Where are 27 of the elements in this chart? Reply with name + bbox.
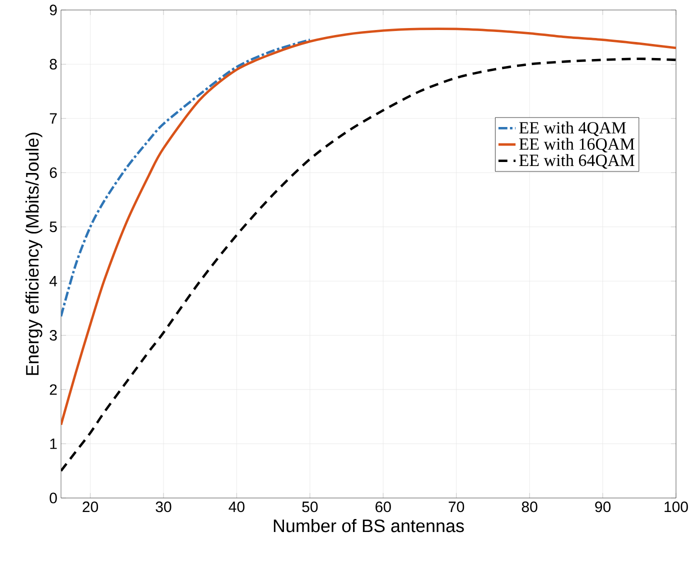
y-tick-label: 9: [50, 4, 57, 16]
y-tick-label: 0: [50, 492, 57, 504]
x-tick-label: 40: [228, 502, 244, 512]
y-tick-label: 6: [50, 167, 57, 178]
line-series: [61, 28, 676, 426]
x-tick-label: 90: [595, 502, 611, 512]
x-tick-label: 80: [522, 502, 538, 512]
line-series: [61, 58, 676, 472]
x-tick-label: 30: [156, 502, 172, 512]
x-tick-label: 60: [376, 502, 391, 512]
y-tick-label: 1: [50, 438, 57, 449]
x-tick-label: 50: [302, 502, 318, 512]
y-axis-title: Energy efficiency (Mbits/Joule): [25, 132, 42, 375]
x-tick-label: 70: [448, 502, 464, 512]
legend-label: EE with 64QAM: [519, 154, 634, 169]
y-tick-label: 4: [49, 276, 58, 286]
legend-label: EE with 16QAM: [519, 138, 634, 152]
line-series: [61, 38, 312, 318]
legend-label: EE with 4QAM: [519, 122, 626, 136]
y-tick-label: 5: [50, 222, 57, 232]
y-tick-label: 8: [50, 58, 57, 70]
x-axis-title: Number of BS antennas: [274, 519, 464, 532]
x-tick-label: 100: [664, 502, 688, 512]
x-tick-label: 20: [82, 502, 98, 512]
y-tick-label: 3: [50, 330, 57, 341]
y-tick-label: 2: [50, 384, 57, 395]
y-tick-label: 7: [50, 113, 57, 124]
